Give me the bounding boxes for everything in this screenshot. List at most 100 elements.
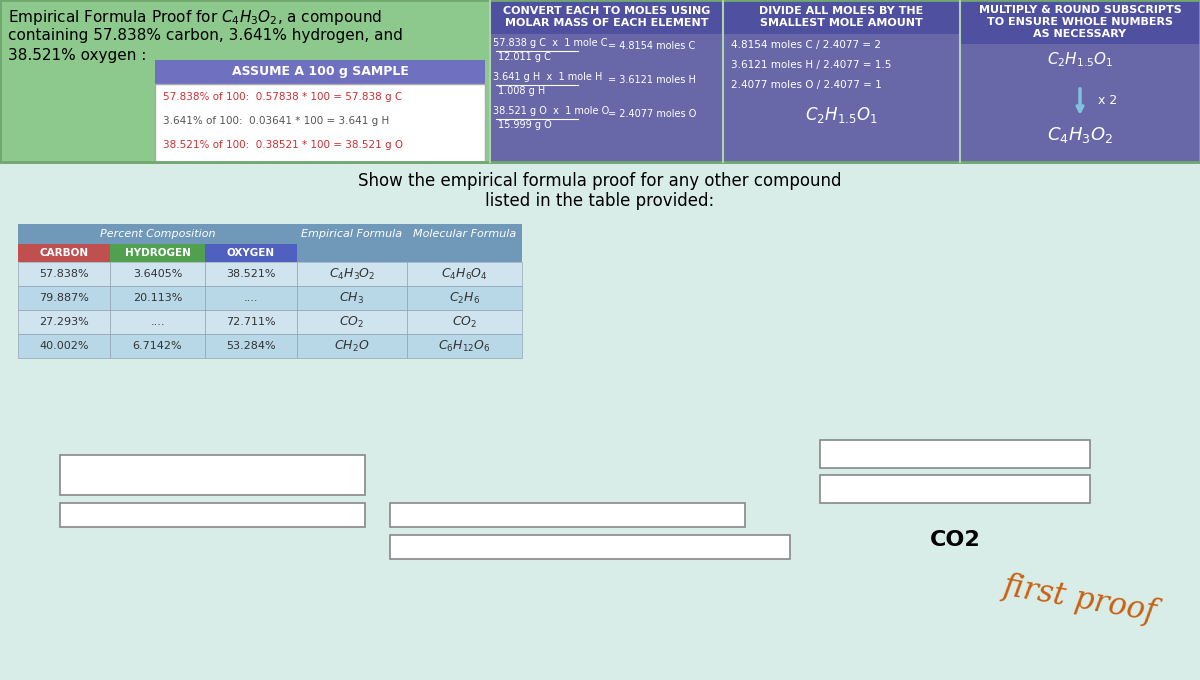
FancyBboxPatch shape — [820, 475, 1090, 503]
Text: 12.011 g C: 12.011 g C — [498, 52, 551, 62]
Text: 15.999 g O: 15.999 g O — [498, 120, 552, 130]
Text: ....: .... — [150, 317, 164, 327]
Text: Empirical Formula Proof for $C_4H_3O_2$, a compound: Empirical Formula Proof for $C_4H_3O_2$,… — [8, 8, 383, 27]
FancyBboxPatch shape — [18, 286, 110, 310]
FancyBboxPatch shape — [407, 262, 522, 286]
Text: 27.293% of 100: 0.2793x100=27.293 g: 27.293% of 100: 0.2793x100=27.293 g — [68, 461, 289, 471]
Text: Show the empirical formula proof for any other compound: Show the empirical formula proof for any… — [359, 172, 841, 190]
FancyBboxPatch shape — [407, 224, 522, 244]
FancyBboxPatch shape — [960, 0, 1200, 162]
FancyBboxPatch shape — [960, 0, 1200, 44]
FancyBboxPatch shape — [298, 334, 407, 358]
Text: $C_6H_{12}O_6$: $C_6H_{12}O_6$ — [438, 339, 491, 354]
Text: OXYGEN: OXYGEN — [227, 248, 275, 258]
Text: 1.008 g H: 1.008 g H — [498, 86, 545, 96]
Text: 57.838% of 100:  0.57838 * 100 = 57.838 g C: 57.838% of 100: 0.57838 * 100 = 57.838 g… — [163, 92, 402, 102]
FancyBboxPatch shape — [18, 310, 110, 334]
Text: C: C — [68, 477, 145, 487]
Text: 72.711% of 100: 0.72711x100= 72.711 g O: 72.711% of 100: 0.72711x100= 72.711 g O — [68, 508, 312, 518]
FancyBboxPatch shape — [820, 440, 1090, 468]
FancyBboxPatch shape — [155, 60, 485, 84]
FancyBboxPatch shape — [298, 224, 407, 244]
FancyBboxPatch shape — [407, 244, 522, 262]
Text: 2.272 moles C/ 2.272= 1: 2.272 moles C/ 2.272= 1 — [864, 483, 1045, 496]
FancyBboxPatch shape — [390, 535, 790, 559]
Text: $C_2H_{1.5}O_1$: $C_2H_{1.5}O_1$ — [805, 105, 877, 125]
Text: HYDROGEN: HYDROGEN — [125, 248, 191, 258]
Text: 27.293 g C x 1 mole/ 12.011 g C= 2.272 moles C: 27.293 g C x 1 mole/ 12.011 g C= 2.272 m… — [398, 508, 672, 518]
FancyBboxPatch shape — [0, 164, 1200, 680]
FancyBboxPatch shape — [18, 334, 110, 358]
Text: 3.6121 moles H / 2.4077 = 1.5: 3.6121 moles H / 2.4077 = 1.5 — [731, 60, 892, 70]
Text: Percent Composition: Percent Composition — [100, 229, 215, 239]
Text: CONVERT EACH TO MOLES USING
MOLAR MASS OF EACH ELEMENT: CONVERT EACH TO MOLES USING MOLAR MASS O… — [503, 6, 710, 28]
Text: $CO_2$: $CO_2$ — [340, 314, 365, 330]
FancyBboxPatch shape — [60, 455, 365, 495]
FancyBboxPatch shape — [298, 244, 407, 262]
Text: 38.521 g O  x  1 mole O: 38.521 g O x 1 mole O — [493, 106, 610, 116]
FancyBboxPatch shape — [722, 0, 960, 34]
Text: $C_4H_6O_4$: $C_4H_6O_4$ — [442, 267, 488, 282]
Text: ASSUME A 100 g SAMPLE: ASSUME A 100 g SAMPLE — [232, 65, 408, 78]
FancyBboxPatch shape — [407, 310, 522, 334]
FancyBboxPatch shape — [205, 310, 298, 334]
FancyBboxPatch shape — [205, 244, 298, 262]
Text: 38.521% of 100:  0.38521 * 100 = 38.521 g O: 38.521% of 100: 0.38521 * 100 = 38.521 g… — [163, 140, 403, 150]
Text: Empirical Formula: Empirical Formula — [301, 229, 402, 239]
FancyBboxPatch shape — [390, 503, 745, 527]
Text: 79.887%: 79.887% — [40, 293, 89, 303]
FancyBboxPatch shape — [298, 262, 407, 286]
Text: DIVIDE ALL MOLES BY THE
SMALLEST MOLE AMOUNT: DIVIDE ALL MOLES BY THE SMALLEST MOLE AM… — [760, 6, 924, 28]
Text: 38.521%: 38.521% — [227, 269, 276, 279]
Text: CO2: CO2 — [930, 530, 980, 550]
Text: $C_2H_{1.5}O_1$: $C_2H_{1.5}O_1$ — [1046, 50, 1114, 69]
Text: Molecular Formula: Molecular Formula — [413, 229, 516, 239]
FancyBboxPatch shape — [205, 262, 298, 286]
FancyBboxPatch shape — [110, 262, 205, 286]
Text: containing 57.838% carbon, 3.641% hydrogen, and: containing 57.838% carbon, 3.641% hydrog… — [8, 28, 403, 43]
Text: 38.521% oxygen :: 38.521% oxygen : — [8, 48, 146, 63]
Text: first proof: first proof — [1001, 570, 1159, 628]
FancyBboxPatch shape — [110, 286, 205, 310]
Text: 57.838%: 57.838% — [40, 269, 89, 279]
FancyBboxPatch shape — [205, 286, 298, 310]
Text: = 4.8154 moles C: = 4.8154 moles C — [608, 41, 695, 51]
Text: $CH_3$: $CH_3$ — [340, 290, 365, 305]
Text: CARBON: CARBON — [40, 248, 89, 258]
Text: = 3.6121 moles H: = 3.6121 moles H — [608, 75, 696, 85]
Text: x 2: x 2 — [1098, 94, 1117, 107]
FancyBboxPatch shape — [205, 334, 298, 358]
Text: $CO_2$: $CO_2$ — [452, 314, 478, 330]
Text: 53.284%: 53.284% — [226, 341, 276, 351]
Text: $C_4H_3O_2$: $C_4H_3O_2$ — [329, 267, 376, 282]
FancyBboxPatch shape — [490, 0, 722, 34]
FancyBboxPatch shape — [407, 334, 522, 358]
Text: $CH_2O$: $CH_2O$ — [335, 339, 370, 354]
FancyBboxPatch shape — [110, 310, 205, 334]
FancyBboxPatch shape — [18, 262, 110, 286]
Text: 57.838 g C  x  1 mole C: 57.838 g C x 1 mole C — [493, 38, 607, 48]
Text: 2.4077 moles O / 2.4077 = 1: 2.4077 moles O / 2.4077 = 1 — [731, 80, 882, 90]
Text: 72.711%: 72.711% — [226, 317, 276, 327]
Text: 6.7142%: 6.7142% — [133, 341, 182, 351]
FancyBboxPatch shape — [298, 286, 407, 310]
Text: 3.6405%: 3.6405% — [133, 269, 182, 279]
Text: 72.711 g O x 1 mole O/ 15.999 g O=4.545 moles O: 72.711 g O x 1 mole O/ 15.999 g O=4.545 … — [398, 540, 683, 550]
Text: 20.113%: 20.113% — [133, 293, 182, 303]
FancyBboxPatch shape — [110, 334, 205, 358]
FancyBboxPatch shape — [722, 0, 960, 162]
Text: 4.545 moles O/ 2.272= 2: 4.545 moles O/ 2.272= 2 — [864, 447, 1046, 460]
Text: 3.641 g H  x  1 mole H: 3.641 g H x 1 mole H — [493, 72, 602, 82]
Text: $C_2H_6$: $C_2H_6$ — [449, 290, 480, 305]
Text: = 2.4077 moles O: = 2.4077 moles O — [608, 109, 696, 119]
FancyBboxPatch shape — [18, 244, 110, 262]
Text: 3.641% of 100:  0.03641 * 100 = 3.641 g H: 3.641% of 100: 0.03641 * 100 = 3.641 g H — [163, 116, 389, 126]
FancyBboxPatch shape — [155, 84, 485, 162]
Text: listed in the table provided:: listed in the table provided: — [485, 192, 715, 210]
Text: MULTIPLY & ROUND SUBSCRIPTS
TO ENSURE WHOLE NUMBERS
AS NECESSARY: MULTIPLY & ROUND SUBSCRIPTS TO ENSURE WH… — [979, 5, 1181, 39]
FancyBboxPatch shape — [60, 503, 365, 527]
FancyBboxPatch shape — [490, 0, 722, 162]
FancyBboxPatch shape — [298, 310, 407, 334]
FancyBboxPatch shape — [407, 286, 522, 310]
Text: $C_4H_3O_2$: $C_4H_3O_2$ — [1046, 125, 1114, 145]
